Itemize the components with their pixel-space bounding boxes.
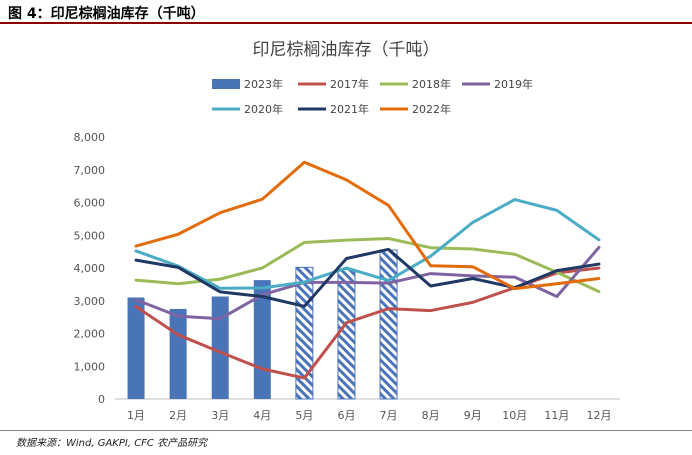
source-rule: [0, 430, 692, 431]
bar-2023-forecast: [337, 269, 356, 400]
bar-2023: [169, 308, 187, 399]
x-tick-label: 11月: [544, 409, 569, 422]
series-line-2: [134, 237, 601, 294]
bar-2023: [127, 297, 145, 399]
title-rule: [0, 22, 692, 24]
x-axis: 1月 2月 3月 4月 5月 6月 7月 8月 9月 10月 11月 12月: [115, 398, 620, 422]
series-line-6: [134, 160, 601, 291]
bar-2023: [211, 296, 229, 399]
y-tick-label: 4,000: [74, 262, 106, 275]
x-tick-label: 7月: [380, 409, 398, 422]
legend-label: 2021年: [330, 102, 369, 116]
y-tick-label: 0: [98, 393, 105, 406]
x-tick-label: 10月: [502, 409, 527, 422]
x-tick-label: 2月: [169, 409, 187, 422]
y-tick-label: 5,000: [74, 229, 106, 242]
legend-label: 2019年: [494, 77, 533, 91]
y-tick-label: 3,000: [74, 295, 106, 308]
lines: [134, 160, 601, 380]
x-tick-label: 4月: [253, 409, 271, 422]
legend-swatch: [212, 79, 240, 89]
y-tick-label: 6,000: [74, 197, 106, 210]
x-tick-label: 1月: [127, 409, 145, 422]
series-line-4: [134, 198, 601, 290]
x-tick-label: 3月: [211, 409, 229, 422]
y-axis: 0 1,000 2,000 3,000 4,000 5,000 6,000 7,000 8,00…: [74, 131, 106, 406]
x-tick-label: 6月: [337, 409, 355, 422]
series-line-3: [134, 245, 601, 321]
x-tick-label: 5月: [295, 409, 313, 422]
series-line-5: [134, 247, 601, 308]
legend-label: 2023年: [244, 77, 283, 91]
y-tick-label: 7,000: [74, 164, 106, 177]
y-tick-label: 8,000: [74, 131, 106, 144]
y-tick-label: 2,000: [74, 328, 106, 341]
chart-title: 印尼棕榈油库存（千吨）: [253, 40, 440, 60]
legend-label: 2017年: [330, 77, 369, 91]
legend: 2023年 2017年 2018年 2019年 2020年 2021年 2022年: [212, 77, 533, 116]
x-tick-label: 12月: [586, 409, 611, 422]
legend-label: 2022年: [412, 102, 451, 116]
x-tick-label: 9月: [464, 409, 482, 422]
legend-label: 2018年: [412, 77, 451, 91]
source-note: 数据来源：Wind, GAKPI, CFC 农产品研究: [16, 438, 208, 449]
y-tick-label: 1,000: [74, 360, 106, 373]
bar-2023-forecast: [379, 249, 398, 400]
figure-title: 图 4：印尼棕榈油库存（千吨）: [8, 6, 205, 22]
x-tick-label: 8月: [422, 409, 440, 422]
legend-label: 2020年: [244, 102, 283, 116]
